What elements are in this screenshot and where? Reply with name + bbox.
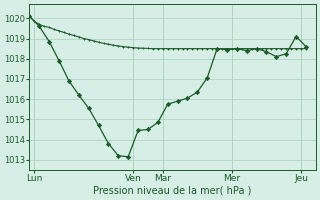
X-axis label: Pression niveau de la mer( hPa ): Pression niveau de la mer( hPa )	[93, 186, 252, 196]
